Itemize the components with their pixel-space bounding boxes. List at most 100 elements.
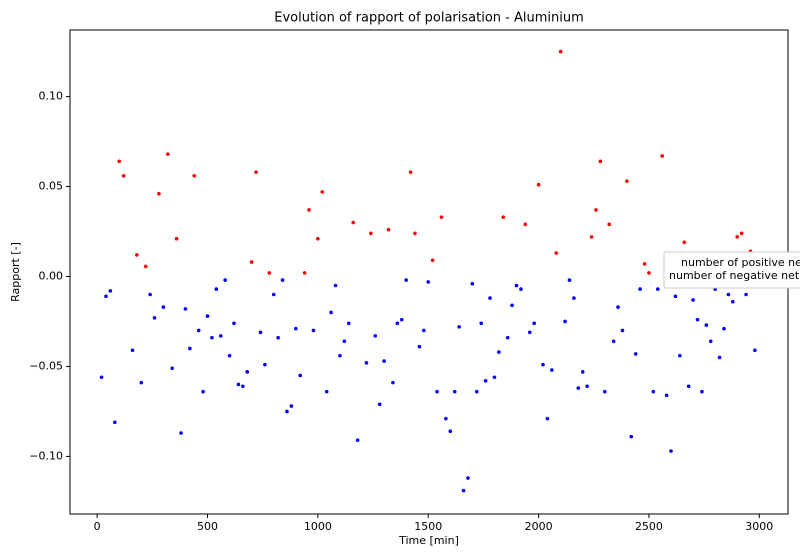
point	[731, 299, 735, 304]
point	[263, 362, 267, 367]
point	[329, 310, 333, 315]
point	[395, 321, 400, 326]
x-tick-label: 0	[94, 520, 101, 533]
point	[704, 323, 709, 327]
point	[210, 335, 214, 340]
x-tick-label: 2500	[635, 520, 663, 533]
point	[289, 404, 294, 408]
point	[377, 402, 382, 407]
point	[302, 271, 307, 275]
point	[739, 231, 744, 236]
point	[320, 190, 325, 194]
point	[722, 326, 726, 331]
point	[386, 227, 391, 232]
point	[541, 362, 545, 367]
x-tick-label: 1500	[414, 520, 442, 533]
point	[316, 236, 320, 241]
point	[567, 278, 572, 282]
x-tick-label: 500	[197, 520, 218, 533]
point	[333, 283, 338, 288]
point	[474, 389, 479, 394]
point	[205, 314, 210, 318]
point	[651, 389, 656, 394]
point	[448, 429, 453, 434]
point	[218, 334, 223, 338]
x-tick-label: 3000	[745, 520, 773, 533]
point	[139, 380, 144, 385]
point	[633, 352, 638, 356]
point	[492, 375, 497, 380]
y-tick-label: −0.10	[29, 449, 63, 462]
point	[413, 231, 417, 236]
point	[532, 321, 536, 326]
point	[625, 179, 629, 183]
point	[113, 420, 117, 425]
point	[130, 348, 135, 353]
point	[550, 368, 554, 372]
point	[342, 339, 347, 344]
point	[179, 431, 183, 435]
point	[382, 359, 386, 363]
point	[236, 382, 241, 387]
point	[223, 278, 227, 282]
point	[554, 251, 559, 255]
point	[678, 353, 682, 358]
point	[523, 222, 528, 227]
point	[735, 235, 740, 239]
point	[280, 278, 285, 282]
point	[232, 321, 236, 326]
point	[170, 366, 174, 371]
point	[700, 389, 704, 394]
point	[165, 152, 170, 156]
point	[461, 488, 466, 493]
point	[108, 289, 113, 293]
point	[121, 173, 126, 178]
point	[753, 348, 757, 353]
point	[324, 389, 329, 394]
point	[558, 49, 563, 54]
point	[642, 262, 647, 266]
point	[391, 380, 395, 385]
point	[497, 350, 501, 354]
point	[196, 328, 201, 333]
x-axis-label: Time [min]	[398, 534, 459, 547]
point	[439, 215, 444, 219]
point	[563, 319, 567, 324]
point	[594, 208, 598, 212]
point	[726, 292, 731, 297]
point	[572, 296, 576, 300]
point	[647, 271, 651, 275]
point	[479, 321, 484, 326]
point	[104, 294, 108, 299]
point	[669, 449, 673, 453]
point	[611, 339, 616, 344]
point	[616, 305, 620, 309]
point	[682, 240, 687, 245]
point	[691, 298, 695, 302]
point	[298, 373, 303, 378]
point	[435, 389, 439, 394]
point	[307, 208, 311, 212]
point	[603, 389, 607, 394]
point	[580, 370, 585, 374]
point	[355, 438, 360, 443]
point	[664, 393, 669, 398]
legend-label: number of positive ne	[681, 256, 800, 269]
point	[192, 173, 197, 178]
point	[241, 384, 245, 389]
point	[655, 287, 660, 291]
point	[444, 416, 448, 421]
point	[527, 330, 532, 335]
point	[214, 287, 219, 291]
point	[488, 296, 492, 300]
point	[311, 328, 316, 333]
point	[708, 339, 713, 344]
point	[598, 159, 603, 164]
point	[638, 287, 642, 291]
point	[99, 375, 104, 380]
y-axis-label: Rapport [-]	[9, 242, 22, 302]
point	[117, 159, 122, 164]
point	[466, 476, 470, 480]
point	[346, 321, 351, 326]
point	[267, 271, 272, 275]
